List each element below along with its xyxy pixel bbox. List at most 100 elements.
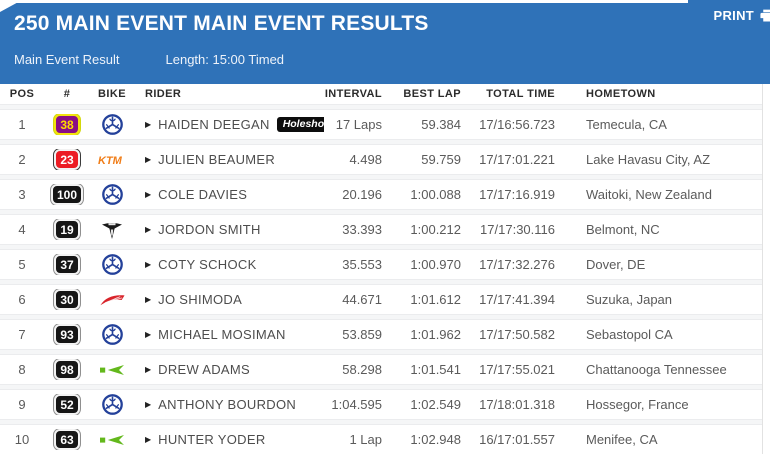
interval-value: 53.859 (342, 327, 382, 342)
position-value: 10 (14, 432, 30, 447)
expand-arrow-icon: ▶ (145, 295, 152, 304)
results-header: 250 MAIN EVENT MAIN EVENT RESULTS PRINT … (0, 0, 770, 84)
interval-value: 58.298 (342, 362, 382, 377)
rider-cell[interactable]: ▶ MICHAEL MOSIMAN (134, 327, 324, 342)
rider-cell[interactable]: ▶ HUNTER YODER (134, 432, 324, 447)
rider-name: JULIEN BEAUMER (158, 152, 276, 167)
yamaha-logo (90, 253, 134, 276)
hometown-value: Suzuka, Japan (586, 292, 673, 307)
best-lap-value: 1:02.948 (410, 432, 461, 447)
expand-arrow-icon: ▶ (145, 400, 152, 409)
position-value: 7 (18, 327, 26, 342)
best-lap-value: 59.759 (421, 152, 461, 167)
table-row[interactable]: 5 37 ▶ COTY SCHOCK 35.553 1:00.970 17/17… (0, 250, 762, 279)
number-plate: 37 (54, 254, 80, 275)
header-subbar: Main Event Result Length: 15:00 Timed (14, 52, 770, 67)
print-button-label: PRINT (713, 8, 754, 23)
rider-cell[interactable]: ▶ HAIDEN DEEGAN Holeshot (134, 116, 324, 133)
best-lap-value: 1:02.549 (410, 397, 461, 412)
hometown-value: Temecula, CA (586, 117, 667, 132)
table-row[interactable]: 8 98 ▶ DREW ADAMS 58.298 1:01.541 17/17:… (0, 355, 762, 384)
col-header-total-time: TOTAL TIME (486, 88, 555, 100)
total-time-value: 17/16:56.723 (479, 117, 555, 132)
rider-name: HUNTER YODER (158, 432, 266, 447)
total-time-value: 17/18:01.318 (479, 397, 555, 412)
interval-value: 1 Lap (349, 432, 382, 447)
best-lap-value: 1:00.970 (410, 257, 461, 272)
rider-name: DREW ADAMS (158, 362, 250, 377)
col-header-bike: BIKE (98, 88, 126, 100)
page-edge-strip (0, 0, 688, 3)
rider-name: ANTHONY BOURDON (158, 397, 297, 412)
table-row[interactable]: 9 52 ▶ ANTHONY BOURDON 1:04.595 1:02.549… (0, 390, 762, 419)
col-header-interval: INTERVAL (324, 88, 382, 100)
row-divider (0, 419, 762, 425)
printer-icon (759, 8, 770, 23)
row-divider (0, 244, 762, 250)
triumph-logo (90, 220, 134, 240)
best-lap-value: 59.384 (421, 117, 461, 132)
rider-cell[interactable]: ▶ COTY SCHOCK (134, 257, 324, 272)
interval-value: 4.498 (349, 152, 382, 167)
expand-arrow-icon: ▶ (145, 365, 152, 374)
total-time-value: 17/17:32.276 (479, 257, 555, 272)
total-time-value: 17/17:16.919 (479, 187, 555, 202)
hometown-value: Waitoki, New Zealand (586, 187, 712, 202)
expand-arrow-icon: ▶ (145, 155, 152, 164)
interval-value: 44.671 (342, 292, 382, 307)
table-body: 1 38 ▶ HAIDEN DEEGAN Holeshot 17 Laps 59… (0, 104, 762, 454)
table-row[interactable]: 6 30 ▶ JO SHIMODA 44.671 1:01.612 17/17:… (0, 285, 762, 314)
position-value: 5 (18, 257, 26, 272)
interval-value: 1:04.595 (331, 397, 382, 412)
best-lap-value: 1:01.962 (410, 327, 461, 342)
number-plate: 38 (54, 114, 80, 135)
number-plate: 52 (54, 394, 80, 415)
hometown-value: Menifee, CA (586, 432, 658, 447)
honda-logo (90, 292, 134, 308)
rider-cell[interactable]: ▶ JULIEN BEAUMER (134, 152, 324, 167)
rider-name: MICHAEL MOSIMAN (158, 327, 286, 342)
number-plate: 30 (54, 289, 80, 310)
row-divider (0, 104, 762, 110)
yamaha-logo (90, 393, 134, 416)
rider-cell[interactable]: ▶ JORDON SMITH (134, 222, 324, 237)
rider-cell[interactable]: ▶ JO SHIMODA (134, 292, 324, 307)
best-lap-value: 1:00.088 (410, 187, 461, 202)
row-divider (0, 139, 762, 145)
rider-cell[interactable]: ▶ DREW ADAMS (134, 362, 324, 377)
rider-cell[interactable]: ▶ COLE DAVIES (134, 187, 324, 202)
rider-name: JORDON SMITH (158, 222, 261, 237)
table-row[interactable]: 10 63 ▶ HUNTER YODER 1 Lap 1:02.948 16/1… (0, 425, 762, 454)
best-lap-value: 1:01.612 (410, 292, 461, 307)
yamaha-logo (90, 183, 134, 206)
interval-value: 33.393 (342, 222, 382, 237)
svg-text:KTM: KTM (98, 155, 123, 167)
page-corner-notch (0, 0, 22, 12)
best-lap-value: 1:01.541 (410, 362, 461, 377)
race-length-label: Length: 15:00 Timed (165, 52, 285, 67)
tab-main-event-result[interactable]: Main Event Result (14, 52, 120, 67)
page-title: 250 MAIN EVENT MAIN EVENT RESULTS (14, 12, 429, 35)
expand-arrow-icon: ▶ (145, 330, 152, 339)
expand-arrow-icon: ▶ (145, 190, 152, 199)
table-row[interactable]: 7 93 ▶ MICHAEL MOSIMAN 53.859 1:01.962 1… (0, 320, 762, 349)
number-plate: 23 (54, 149, 80, 170)
yamaha-logo (90, 323, 134, 346)
table-row[interactable]: 3 100 ▶ COLE DAVIES 20.196 1:00.088 17/1… (0, 180, 762, 209)
rider-cell[interactable]: ▶ ANTHONY BOURDON (134, 397, 324, 412)
interval-value: 35.553 (342, 257, 382, 272)
print-button[interactable]: PRINT (714, 8, 770, 23)
number-plate: 98 (54, 359, 80, 380)
rider-name: JO SHIMODA (158, 292, 243, 307)
hometown-value: Dover, DE (586, 257, 646, 272)
expand-arrow-icon: ▶ (145, 435, 152, 444)
total-time-value: 17/17:01.221 (479, 152, 555, 167)
row-divider (0, 384, 762, 390)
position-value: 4 (18, 222, 26, 237)
table-row[interactable]: 2 23 KTM ▶ JULIEN BEAUMER 4.498 59.759 1… (0, 145, 762, 174)
results-table: POS # BIKE RIDER INTERVAL BEST LAP TOTAL… (0, 84, 763, 454)
table-row[interactable]: 4 19 ▶ JORDON SMITH 33.393 1:00.212 17/1… (0, 215, 762, 244)
position-value: 2 (18, 152, 26, 167)
position-value: 6 (18, 292, 26, 307)
table-row[interactable]: 1 38 ▶ HAIDEN DEEGAN Holeshot 17 Laps 59… (0, 110, 762, 139)
